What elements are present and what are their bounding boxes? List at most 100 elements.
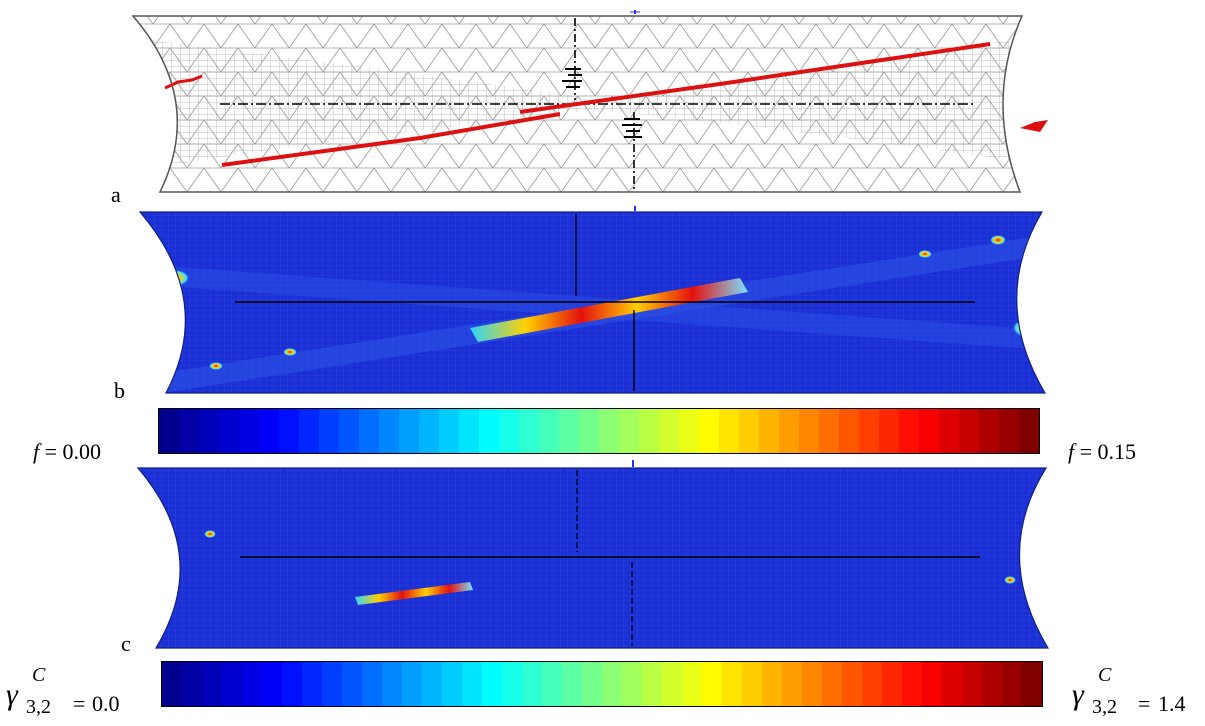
colorbar-swatch — [159, 409, 179, 453]
gamma-eq: = — [73, 691, 86, 716]
colorbar-swatch — [1019, 409, 1039, 453]
colorbar-swatch — [539, 409, 559, 453]
colorbar-swatch — [419, 409, 439, 453]
colorbar-swatch — [759, 409, 779, 453]
colorbar-swatch — [782, 662, 802, 706]
colorbar-swatch — [762, 662, 782, 706]
colorbar-swatch — [182, 662, 202, 706]
colorbar-swatch — [482, 662, 502, 706]
colorbar-swatch — [259, 409, 279, 453]
colorbar-swatch — [479, 409, 499, 453]
colorbar-swatch — [522, 662, 542, 706]
panel-label-a: a — [111, 182, 121, 207]
colorbar-swatch — [859, 409, 879, 453]
colorbar-swatch — [362, 662, 382, 706]
colorbar-swatch — [462, 662, 482, 706]
colorbar-swatch — [919, 409, 939, 453]
colorbar-swatch — [542, 662, 562, 706]
colorbar-swatch — [659, 409, 679, 453]
colorbar-swatch — [499, 409, 519, 453]
colorbar-swatch — [602, 662, 622, 706]
colorbar-swatch — [722, 662, 742, 706]
colorbar-swatch — [582, 662, 602, 706]
f-eq-right: = — [1079, 439, 1093, 464]
colorbar-swatch — [779, 409, 799, 453]
colorbar-swatch — [379, 409, 399, 453]
colorbar-gamma-max-label: γ C 3,2 = 1.4 — [1072, 664, 1202, 724]
panel-label-b: b — [114, 378, 125, 403]
colorbar-f — [158, 408, 1040, 454]
colorbar-swatch — [519, 409, 539, 453]
colorbar-swatch — [639, 409, 659, 453]
colorbar-swatch — [899, 409, 919, 453]
colorbar-swatch — [579, 409, 599, 453]
colorbar-swatch — [719, 409, 739, 453]
colorbar-swatch — [282, 662, 302, 706]
colorbar-swatch — [922, 662, 942, 706]
mesh-outline — [131, 15, 1024, 193]
colorbar-swatch — [682, 662, 702, 706]
f-max-value: 0.15 — [1097, 439, 1137, 464]
shear-band-lower — [221, 112, 561, 167]
colorbar-swatch — [422, 662, 442, 706]
colorbar-swatch — [262, 662, 282, 706]
colorbar-swatch — [739, 409, 759, 453]
colorbar-swatch — [962, 662, 982, 706]
colorbar-swatch — [702, 662, 722, 706]
colorbar-swatch — [562, 662, 582, 706]
gamma-superscript-right: C — [1098, 664, 1112, 686]
colorbar-swatch — [679, 409, 699, 453]
colorbar-swatch — [839, 409, 859, 453]
colorbar-f-min-label: f = 0.00 — [33, 439, 101, 465]
colorbar-swatch — [982, 662, 1002, 706]
colorbar-swatch — [622, 662, 642, 706]
colorbar-swatch — [882, 662, 902, 706]
colorbar-swatch — [199, 409, 219, 453]
colorbar-swatch — [619, 409, 639, 453]
f-symbol: f — [33, 439, 40, 464]
colorbar-swatch — [1022, 662, 1042, 706]
colorbar-swatch — [802, 662, 822, 706]
colorbar-swatch — [959, 409, 979, 453]
colorbar-swatch — [699, 409, 719, 453]
colorbar-swatch — [299, 409, 319, 453]
colorbar-swatch — [559, 409, 579, 453]
colorbar-swatch — [442, 662, 462, 706]
colorbar-swatch — [502, 662, 522, 706]
colorbar-swatch — [822, 662, 842, 706]
colorbar-f-max-label: f = 0.15 — [1068, 439, 1136, 465]
colorbar-swatch — [939, 409, 959, 453]
gamma-symbol-right: γ — [1072, 678, 1084, 711]
colorbar-swatch — [202, 662, 222, 706]
colorbar-swatch — [239, 409, 259, 453]
colorbar-swatch — [402, 662, 422, 706]
colorbar-swatch — [459, 409, 479, 453]
colorbar-swatch — [382, 662, 402, 706]
colorbar-swatch — [399, 409, 419, 453]
colorbar-swatch — [322, 662, 342, 706]
colorbar-swatch — [999, 409, 1019, 453]
colorbar-swatch — [842, 662, 862, 706]
f-min-value: 0.00 — [62, 439, 102, 464]
colorbar-swatch — [359, 409, 379, 453]
colorbar-swatch — [302, 662, 322, 706]
colorbar-swatch — [979, 409, 999, 453]
shear-band-upper — [519, 42, 991, 114]
gamma-min-value: 0.0 — [92, 691, 120, 716]
colorbar-swatch — [1002, 662, 1022, 706]
colorbar-swatch — [342, 662, 362, 706]
f-eq: = — [44, 439, 58, 464]
colorbar-swatch — [162, 662, 182, 706]
colorbar-swatch — [799, 409, 819, 453]
colorbar-swatch — [179, 409, 199, 453]
colorbar-swatch — [222, 662, 242, 706]
panel-c-contour — [136, 460, 1050, 649]
panel-label-c: c — [121, 631, 131, 656]
colorbar-swatch — [599, 409, 619, 453]
colorbar-swatch — [339, 409, 359, 453]
colorbar-swatch — [219, 409, 239, 453]
colorbar-gamma-min-label: γ C 3,2 = 0.0 — [6, 664, 156, 724]
f-symbol-right: f — [1068, 439, 1075, 464]
gamma-eq-right: = — [1138, 691, 1151, 716]
